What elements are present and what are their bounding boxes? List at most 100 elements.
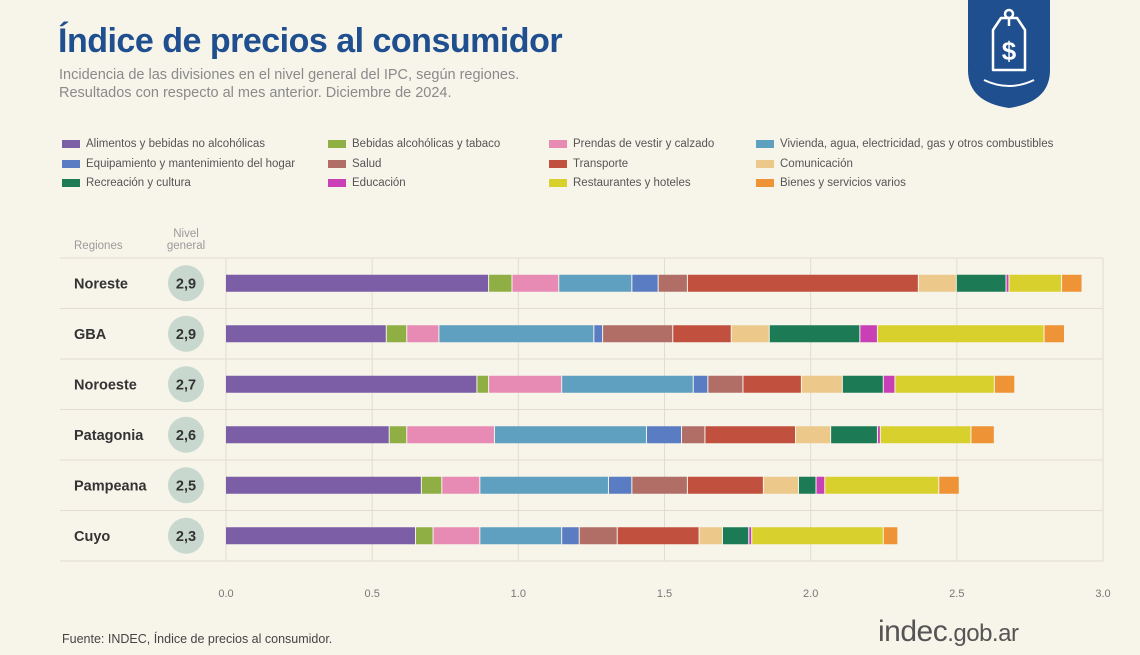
bar-segment: Bienes y servicios varios [994,375,1015,393]
brand-main: indec [878,615,948,648]
bar-segment: Bienes y servicios varios [939,476,959,494]
bar-segment: Prendas de vestir y calzado [407,325,439,343]
bar-segment: Prendas de vestir y calzado [489,375,562,393]
legend-swatch [756,159,774,168]
bar-segment: Educación [749,527,752,545]
bar-segment: Bebidas alcohólicas y tabaco [386,325,407,343]
legend-label: Alimentos y bebidas no alcohólicas [86,138,265,150]
bar-segment: Vivienda, agua, electricidad, gas y otro… [494,426,646,444]
legend-label: Equipamiento y mantenimiento del hogar [86,157,296,170]
bar-segment: Restaurantes y hoteles [877,325,1044,343]
legend-item: Equipamiento y mantenimiento del hogar [62,158,295,170]
subtitle-line-2: Resultados con respecto al mes anterior.… [59,85,452,101]
bar-segment: Bienes y servicios varios [971,426,994,444]
bar-segment: Vivienda, agua, electricidad, gas y otro… [559,274,632,292]
bar-segment: Salud [682,426,705,444]
bar-segment: Bienes y servicios varios [883,527,898,545]
bar-segment: Salud [579,527,617,545]
svg-text:$: $ [1002,36,1017,66]
legend-label: Salud [352,157,382,170]
bar-segment: Comunicación [918,274,956,292]
legend-label: Transporte [573,157,629,170]
region-label: GBA [74,327,107,343]
legend-swatch [549,179,567,187]
legend-swatch [328,140,346,148]
bar-segment: Comunicación [763,476,798,494]
bar-segment: Equipamiento y mantenimiento del hogar [632,274,658,292]
bar-segment: Transporte [705,426,796,444]
source-note: Fuente: INDEC, Índice de precios al cons… [62,632,333,646]
header-regiones: Regiones [74,240,123,252]
bar-segment: Equipamiento y mantenimiento del hogar [646,426,682,444]
price-tag-dollar-icon: $ [968,0,1050,108]
bar-segment: Restaurantes y hoteles [895,375,994,393]
legend-swatch [328,159,346,168]
bar-segment: Alimentos y bebidas no alcohólicas [226,426,389,444]
bar-segment: Salud [658,274,687,292]
bar-segment: Alimentos y bebidas no alcohólicas [226,527,416,545]
x-tick-label: 1.5 [657,588,672,600]
nivel-circle [168,265,204,302]
x-tick-label: 1.0 [511,588,526,600]
bar-segment: Recreación y cultura [842,375,883,393]
header-nivel-line-2: general [166,240,206,252]
bar-segment: Equipamiento y mantenimiento del hogar [608,476,632,494]
bar-segment: Bebidas alcohólicas y tabaco [477,375,489,393]
bar-segment: Comunicación [699,527,722,545]
x-tick-label: 0.0 [218,588,233,600]
nivel-value: 2,6 [176,428,196,444]
nivel-value: 2,9 [176,276,196,292]
bar-segment: Recreación y cultura [798,476,816,494]
page-title: Índice de precios al consumidor [58,22,563,60]
legend-label: Restaurantes y hoteles [573,177,691,189]
bar-segment: Recreación y cultura [769,325,860,343]
nivel-circle [168,467,204,504]
x-tick-label: 2.0 [803,588,818,600]
nivel-circle [168,416,204,453]
legend-swatch [62,140,80,148]
nivel-value: 2,3 [176,529,196,545]
legend-item: Recreación y cultura [62,177,191,189]
legend-item: Transporte [549,158,628,170]
bar-segment: Educación [1006,274,1009,292]
legend-swatch [62,159,80,168]
header-nivel-line-1: Nivel [173,228,199,240]
nivel-circle [168,366,204,403]
bar-segment: Prendas de vestir y calzado [407,426,494,444]
chart-legend: Alimentos y bebidas no alcohólicas Bebida… [62,138,1102,198]
legend-label: Educación [352,177,406,189]
x-tick-label: 3.0 [1095,588,1110,600]
bar-segment: Alimentos y bebidas no alcohólicas [226,274,489,292]
bar-segment: Recreación y cultura [722,527,749,545]
bar-segment: Transporte [687,274,918,292]
bar-segment: Alimentos y bebidas no alcohólicas [226,325,386,343]
bar-segment: Prendas de vestir y calzado [433,527,480,545]
nivel-value: 2,9 [176,327,196,343]
bar-segment: Comunicación [801,375,842,393]
legend-swatch [328,179,346,187]
bar-segment: Recreación y cultura [956,274,1006,292]
bar-segment: Recreación y cultura [831,426,877,444]
brand-logo: indec.gob.ar [878,615,1019,649]
bar-segment: Comunicación [731,325,769,343]
legend-item: Vivienda, agua, electricidad, gas y otro… [756,138,1053,150]
bar-segment: Vivienda, agua, electricidad, gas y otro… [562,375,693,393]
bar-segment: Vivienda, agua, electricidad, gas y otro… [480,476,608,494]
legend-label: Bebidas alcohólicas y tabaco [352,138,501,150]
legend-label: Vivienda, agua, electricidad, gas y otro… [780,138,1054,150]
x-tick-label: 0.5 [365,588,380,600]
legend-item: Comunicación [756,158,853,170]
x-tick-label: 2.5 [949,588,964,600]
legend-swatch [549,140,567,148]
bar-segment: Vivienda, agua, electricidad, gas y otro… [439,325,594,343]
region-label: Patagonia [74,428,144,444]
legend-item: Alimentos y bebidas no alcohólicas [62,138,265,150]
bar-segment: Equipamiento y mantenimiento del hogar [693,375,708,393]
nivel-value: 2,7 [176,377,196,393]
bar-segment: Educación [883,375,895,393]
bar-segment: Educación [816,476,825,494]
legend-swatch [756,179,774,187]
bar-segment: Alimentos y bebidas no alcohólicas [226,375,477,393]
legend-item: Restaurantes y hoteles [549,177,691,189]
